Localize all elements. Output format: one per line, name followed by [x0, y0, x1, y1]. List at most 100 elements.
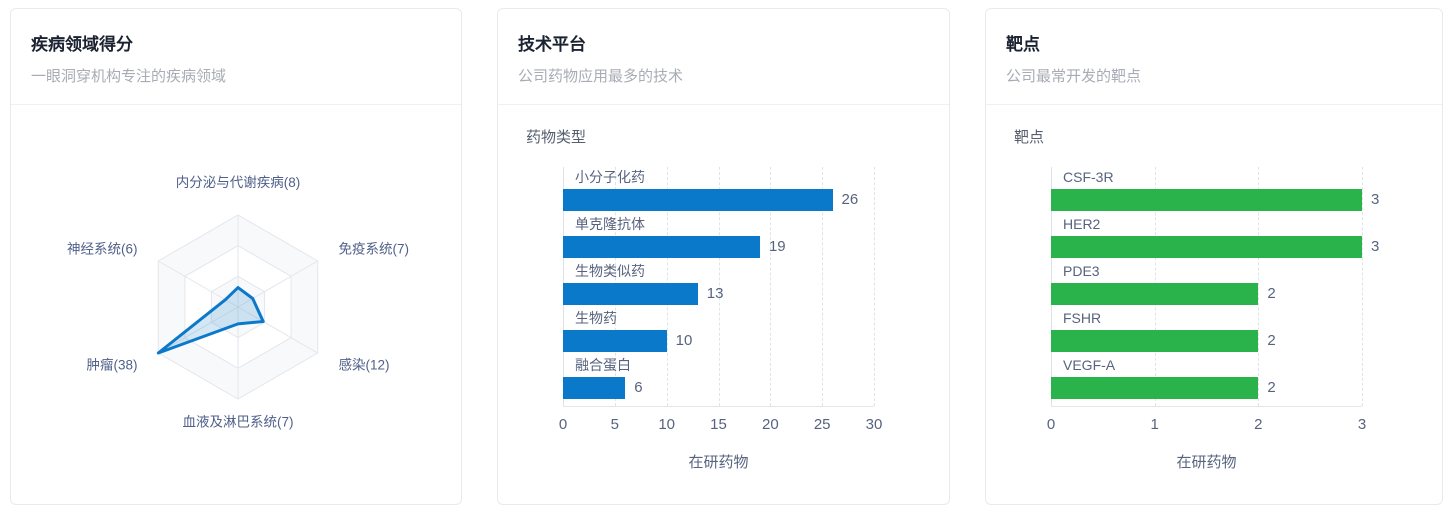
bar-value-label: 6 [634, 379, 643, 396]
card-title: 技术平台 [518, 35, 586, 54]
bar-row: CSF-3R 3 [1051, 169, 1379, 216]
bar[interactable] [563, 189, 833, 211]
bar-category-label: PDE3 [1063, 263, 1100, 279]
bar-line: 3 [1051, 189, 1379, 211]
bar[interactable] [1051, 236, 1362, 258]
gridline [770, 167, 772, 406]
bar-category-label: 小分子化药 [575, 169, 645, 185]
radar-chart: 内分泌与代谢疾病(8) 免疫系统(7) 感染(12) 血液及淋巴系统(7) 肿瘤(38)… [11, 105, 461, 504]
bar-value-label: 26 [841, 191, 859, 208]
bar-line: 2 [1051, 283, 1362, 305]
bar-category-label: CSF-3R [1063, 169, 1114, 185]
radar-axis-label: 内分泌与代谢疾病(8) [176, 175, 301, 190]
bar-value-label: 10 [675, 332, 693, 349]
bar-category-label: 单克隆抗体 [575, 216, 645, 232]
radar-axis-line [237, 306, 318, 354]
bar-row: 生物药 10 [563, 310, 874, 357]
radar-chart-canvas: 内分泌与代谢疾病(8) 免疫系统(7) 感染(12) 血液及淋巴系统(7) 肿瘤(38)… [67, 175, 410, 430]
bar-line: 13 [563, 283, 874, 305]
bar-category-label: FSHR [1063, 310, 1102, 326]
gridline [874, 167, 875, 406]
x-axis-ticks: 0 5 10 15 20 25 30 [559, 416, 883, 436]
chart-axis-title: 靶点 [1014, 129, 1045, 146]
x-tick-label: 2 [1254, 416, 1263, 433]
bar-value-label: 2 [1267, 379, 1276, 396]
bar-value-label: 3 [1371, 191, 1380, 208]
bar-value-label: 2 [1267, 332, 1276, 349]
bar[interactable] [563, 377, 626, 399]
bar-line: 19 [563, 236, 874, 258]
card-subtitle: 公司最常开发的靶点 [1006, 68, 1142, 85]
card-targets: 靶点 公司最常开发的靶点 靶点 CSF-3R 3 HER2 3 PDE3 2 FSHR 2 VE… [985, 8, 1443, 505]
bar-value-label: 3 [1371, 238, 1380, 255]
card-header: 疾病领域得分 一眼洞穿机构专注的疾病领域 [11, 9, 461, 105]
gridline [1258, 167, 1260, 406]
radar-axis-label: 感染(12) [339, 357, 390, 373]
x-tick-label: 0 [558, 416, 568, 433]
bar-chart-targets: 靶点 CSF-3R 3 HER2 3 PDE3 2 FSHR 2 VEGF-A 2 0 1 2 3 在研… [986, 105, 1442, 504]
bar-category-label: 生物药 [575, 310, 617, 326]
bar-row: FSHR 2 [1051, 310, 1362, 357]
card-technology-platform: 技术平台 公司药物应用最多的技术 药物类型 小分子化药 26 单克隆抗体 19 生物类似… [497, 8, 950, 505]
gridline [822, 167, 824, 406]
bar[interactable] [563, 330, 667, 352]
bar-row: 单克隆抗体 19 [563, 216, 874, 263]
bar-value-label: 13 [706, 285, 724, 302]
x-axis-label: 在研药物 [1176, 454, 1237, 471]
bar-line: 6 [563, 377, 874, 399]
bar[interactable] [1051, 377, 1259, 399]
bar-row: 生物类似药 13 [563, 263, 874, 310]
x-tick-label: 15 [710, 416, 727, 433]
bar-category-label: VEGF-A [1063, 357, 1116, 373]
bar-line: 3 [1051, 236, 1379, 258]
bar-row: 小分子化药 26 [563, 169, 874, 216]
bar[interactable] [1051, 283, 1259, 305]
x-tick-label: 3 [1357, 416, 1367, 433]
bar-category-label: HER2 [1063, 216, 1101, 232]
plot-area: 小分子化药 26 单克隆抗体 19 生物类似药 13 生物药 10 融合蛋白 6 0 5 10 15 20… [559, 167, 883, 472]
x-axis-label: 在研药物 [688, 454, 749, 471]
radar-axis-label: 免疫系统(7) [339, 242, 410, 257]
x-axis-ticks: 0 1 2 3 [1047, 416, 1366, 436]
card-title: 疾病领域得分 [31, 35, 133, 54]
x-tick-label: 20 [761, 416, 779, 433]
bar-row: 融合蛋白 6 [563, 357, 874, 404]
x-tick-label: 1 [1150, 416, 1159, 433]
radar-axis-label: 神经系统(6) [67, 242, 138, 257]
bar[interactable] [1051, 189, 1362, 211]
card-disease-area-score: 疾病领域得分 一眼洞穿机构专注的疾病领域 内分泌与代谢疾病(8) 免疫系统(7) 感… [10, 8, 462, 505]
bar-line: 10 [563, 330, 874, 352]
bar-category-label: 生物类似药 [575, 263, 645, 279]
radar-axis-line [158, 306, 239, 354]
x-tick-label: 25 [813, 416, 831, 433]
plot: CSF-3R 3 HER2 3 PDE3 2 FSHR 2 VEGF-A 2 [1051, 167, 1379, 407]
bar-category-label: 融合蛋白 [575, 357, 631, 373]
bar[interactable] [563, 236, 760, 258]
bar-row: PDE3 2 [1051, 263, 1362, 310]
chart-axis-title: 药物类型 [526, 129, 587, 146]
card-subtitle: 公司药物应用最多的技术 [518, 68, 684, 85]
bar-row: HER2 3 [1051, 216, 1379, 263]
radar-axis-line [237, 260, 318, 308]
card-header: 靶点 公司最常开发的靶点 [986, 9, 1442, 105]
x-tick-label: 10 [658, 416, 675, 433]
bar[interactable] [1051, 330, 1259, 352]
radar-data-series[interactable] [156, 286, 265, 355]
bar[interactable] [563, 283, 698, 305]
plot-area: CSF-3R 3 HER2 3 PDE3 2 FSHR 2 VEGF-A 2 0 1 2 3 在研药物 [1047, 167, 1379, 472]
gridline [1362, 167, 1363, 406]
bar-line: 2 [1051, 377, 1362, 399]
plot: 小分子化药 26 单克隆抗体 19 生物类似药 13 生物药 10 融合蛋白 6 [563, 167, 875, 407]
radar-axis-label: 肿瘤(38) [86, 357, 137, 373]
x-tick-label: 5 [610, 416, 619, 433]
card-subtitle: 一眼洞穿机构专注的疾病领域 [31, 68, 227, 85]
card-header: 技术平台 公司药物应用最多的技术 [498, 9, 949, 105]
x-tick-label: 30 [865, 416, 883, 433]
bar-line: 2 [1051, 330, 1362, 352]
card-title: 靶点 [1006, 35, 1040, 54]
x-tick-label: 0 [1046, 416, 1056, 433]
bar-row: VEGF-A 2 [1051, 357, 1362, 404]
bar-value-label: 2 [1267, 285, 1276, 302]
gridline [718, 167, 720, 406]
